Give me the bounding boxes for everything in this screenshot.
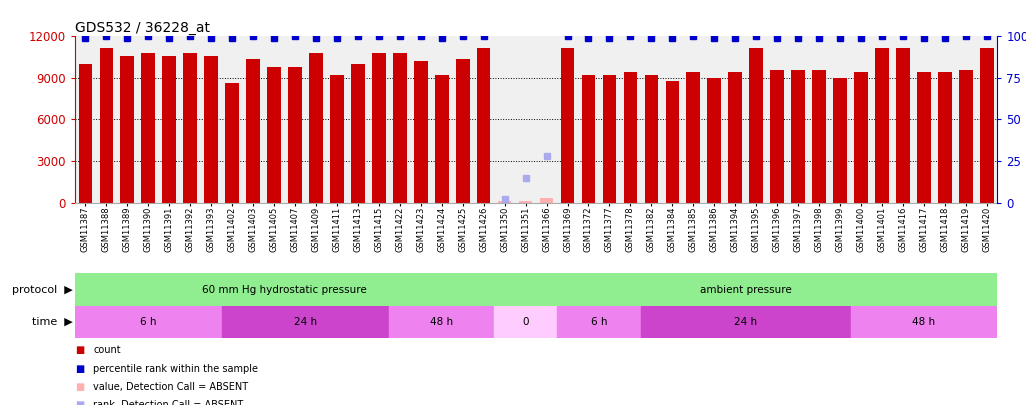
Text: protocol  ▶: protocol ▶ — [12, 285, 73, 294]
Text: count: count — [93, 345, 121, 355]
Text: rank, Detection Call = ABSENT: rank, Detection Call = ABSENT — [93, 400, 243, 405]
Bar — [644, 75, 659, 202]
Bar — [833, 78, 846, 202]
Bar — [222, 306, 389, 338]
Bar — [79, 64, 92, 202]
Bar — [100, 47, 113, 202]
Text: 48 h: 48 h — [912, 317, 936, 327]
Bar — [917, 72, 931, 202]
Bar — [75, 273, 495, 306]
Bar — [456, 59, 470, 202]
Bar — [875, 47, 889, 202]
Text: ■: ■ — [75, 364, 84, 373]
Bar — [120, 56, 134, 202]
Bar — [557, 306, 641, 338]
Text: 48 h: 48 h — [430, 317, 453, 327]
Bar — [226, 83, 239, 202]
Text: value, Detection Call = ABSENT: value, Detection Call = ABSENT — [93, 382, 248, 392]
Bar — [393, 53, 406, 202]
Bar — [372, 53, 386, 202]
Bar — [142, 53, 155, 202]
Bar — [495, 306, 557, 338]
Bar — [602, 75, 617, 202]
Bar — [435, 75, 448, 202]
Text: 24 h: 24 h — [735, 317, 757, 327]
Bar — [959, 70, 973, 202]
Text: 6 h: 6 h — [591, 317, 607, 327]
Bar — [330, 75, 344, 202]
Bar — [351, 64, 364, 202]
Text: 0: 0 — [522, 317, 528, 327]
Bar — [855, 72, 868, 202]
Bar — [771, 70, 784, 202]
Bar — [666, 81, 679, 202]
Bar — [851, 306, 997, 338]
Text: GDS532 / 36228_at: GDS532 / 36228_at — [75, 21, 210, 35]
Bar — [791, 70, 805, 202]
Bar — [641, 306, 851, 338]
Bar — [477, 47, 490, 202]
Bar — [267, 67, 281, 202]
Bar — [708, 78, 721, 202]
Text: ■: ■ — [75, 382, 84, 392]
Bar — [309, 53, 323, 202]
Bar — [184, 53, 197, 202]
Bar — [980, 47, 993, 202]
Bar — [624, 72, 637, 202]
Bar — [896, 47, 910, 202]
Bar — [519, 201, 532, 202]
Text: 24 h: 24 h — [293, 317, 317, 327]
Bar — [246, 59, 260, 202]
Text: ■: ■ — [75, 345, 84, 355]
Bar — [389, 306, 495, 338]
Bar — [75, 306, 222, 338]
Bar — [413, 61, 428, 202]
Bar — [498, 201, 511, 202]
Bar — [162, 56, 176, 202]
Bar — [540, 198, 553, 202]
Text: ambient pressure: ambient pressure — [700, 285, 792, 294]
Text: ■: ■ — [75, 400, 84, 405]
Bar — [495, 273, 997, 306]
Bar — [728, 72, 742, 202]
Bar — [204, 56, 218, 202]
Bar — [582, 75, 595, 202]
Text: percentile rank within the sample: percentile rank within the sample — [93, 364, 259, 373]
Bar — [749, 47, 763, 202]
Bar — [938, 72, 952, 202]
Text: 6 h: 6 h — [140, 317, 157, 327]
Bar — [288, 67, 302, 202]
Bar — [561, 47, 575, 202]
Bar — [813, 70, 826, 202]
Text: 60 mm Hg hydrostatic pressure: 60 mm Hg hydrostatic pressure — [202, 285, 367, 294]
Bar — [686, 72, 700, 202]
Text: time  ▶: time ▶ — [32, 317, 73, 327]
